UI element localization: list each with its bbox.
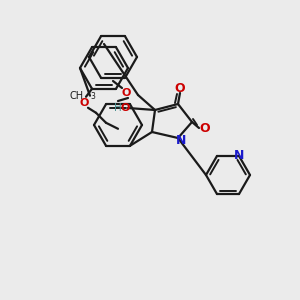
Text: O: O <box>175 82 185 94</box>
Text: O: O <box>200 122 210 134</box>
Text: H: H <box>114 103 122 113</box>
Text: O: O <box>121 88 131 98</box>
Text: CH: CH <box>70 91 84 101</box>
Text: N: N <box>176 134 186 148</box>
Text: 3: 3 <box>90 92 95 101</box>
Text: O: O <box>79 98 89 108</box>
Text: O: O <box>120 103 130 113</box>
Text: N: N <box>234 149 244 162</box>
